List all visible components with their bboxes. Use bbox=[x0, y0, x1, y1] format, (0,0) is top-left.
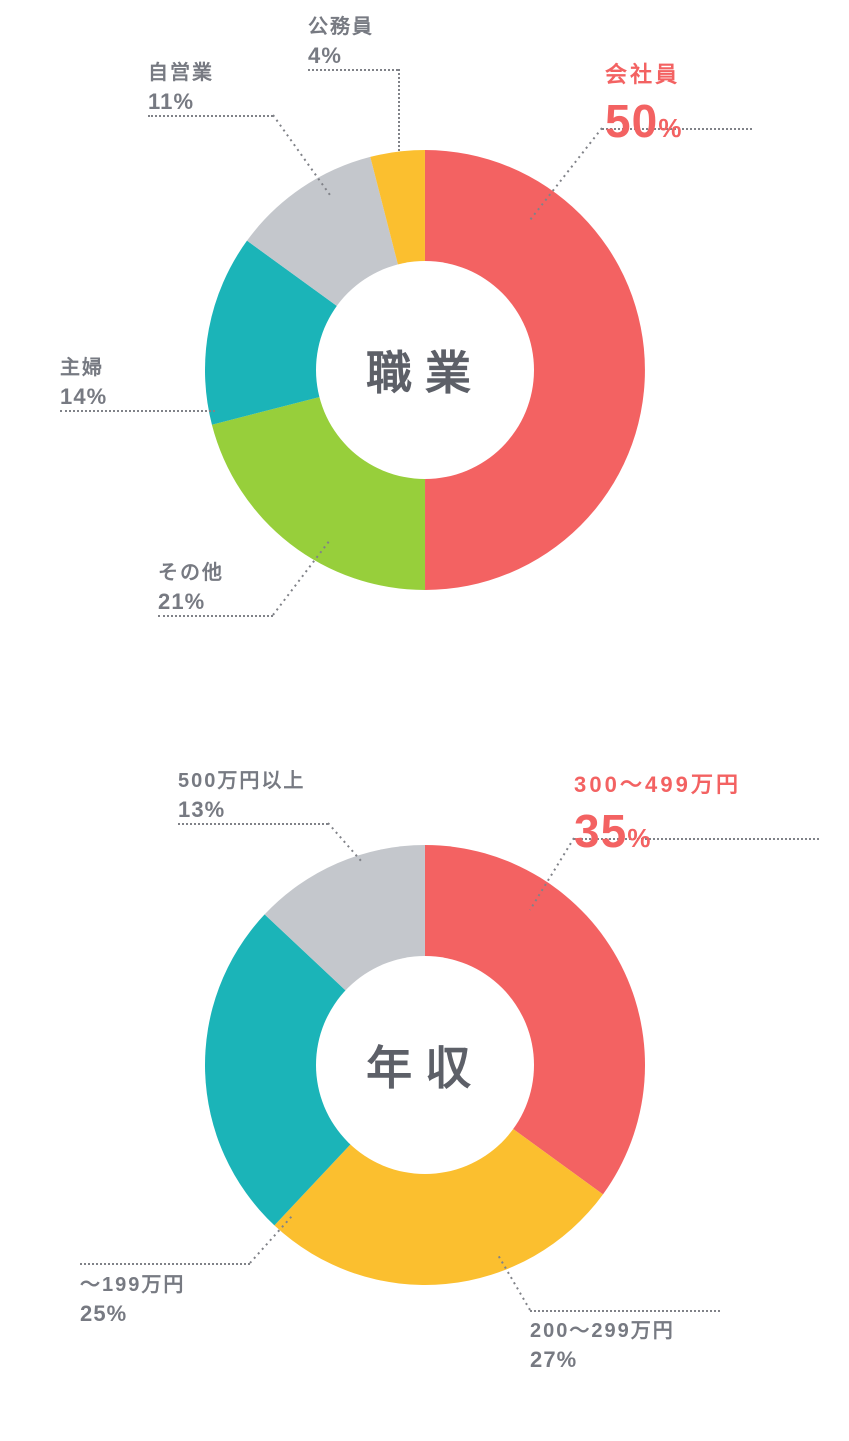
chart-title-occupation: 職業 bbox=[366, 337, 484, 403]
label-pct: 13% bbox=[178, 795, 305, 825]
label-pct: 50% bbox=[605, 90, 683, 152]
label-income-1: 200〜299万円27% bbox=[530, 1318, 675, 1375]
label-occupation-3: 自営業11% bbox=[148, 60, 214, 117]
chart-title-income: 年収 bbox=[366, 1032, 484, 1098]
label-occupation-4: 公務員4% bbox=[308, 14, 374, 71]
label-pct: 21% bbox=[158, 587, 224, 617]
label-name: 〜199万円 bbox=[80, 1272, 185, 1299]
label-income-2: 〜199万円25% bbox=[80, 1272, 185, 1329]
label-name: 公務員 bbox=[308, 14, 374, 41]
label-pct: 14% bbox=[60, 382, 107, 412]
label-occupation-2: 主婦14% bbox=[60, 355, 107, 412]
label-pct: 35% bbox=[574, 800, 741, 862]
label-pct: 4% bbox=[308, 41, 374, 71]
leader-line bbox=[530, 1310, 720, 1312]
label-name: 500万円以上 bbox=[178, 768, 305, 795]
label-income-0: 300〜499万円35% bbox=[574, 770, 741, 862]
label-name: 会社員 bbox=[605, 60, 683, 90]
donut-income: 年収 bbox=[205, 845, 645, 1285]
label-name: 主婦 bbox=[60, 355, 107, 382]
label-pct: 25% bbox=[80, 1299, 185, 1329]
label-name: 300〜499万円 bbox=[574, 770, 741, 800]
label-pct: 11% bbox=[148, 87, 214, 117]
label-name: 200〜299万円 bbox=[530, 1318, 675, 1345]
label-occupation-1: その他21% bbox=[158, 560, 224, 617]
label-occupation-0: 会社員50% bbox=[605, 60, 683, 152]
label-pct: 27% bbox=[530, 1345, 675, 1375]
donut-hole-occupation: 職業 bbox=[316, 261, 534, 479]
leader-line bbox=[398, 69, 400, 151]
label-income-3: 500万円以上13% bbox=[178, 768, 305, 825]
label-name: その他 bbox=[158, 560, 224, 587]
donut-hole-income: 年収 bbox=[316, 956, 534, 1174]
leader-line bbox=[80, 1263, 250, 1265]
label-name: 自営業 bbox=[148, 60, 214, 87]
donut-occupation: 職業 bbox=[205, 150, 645, 590]
